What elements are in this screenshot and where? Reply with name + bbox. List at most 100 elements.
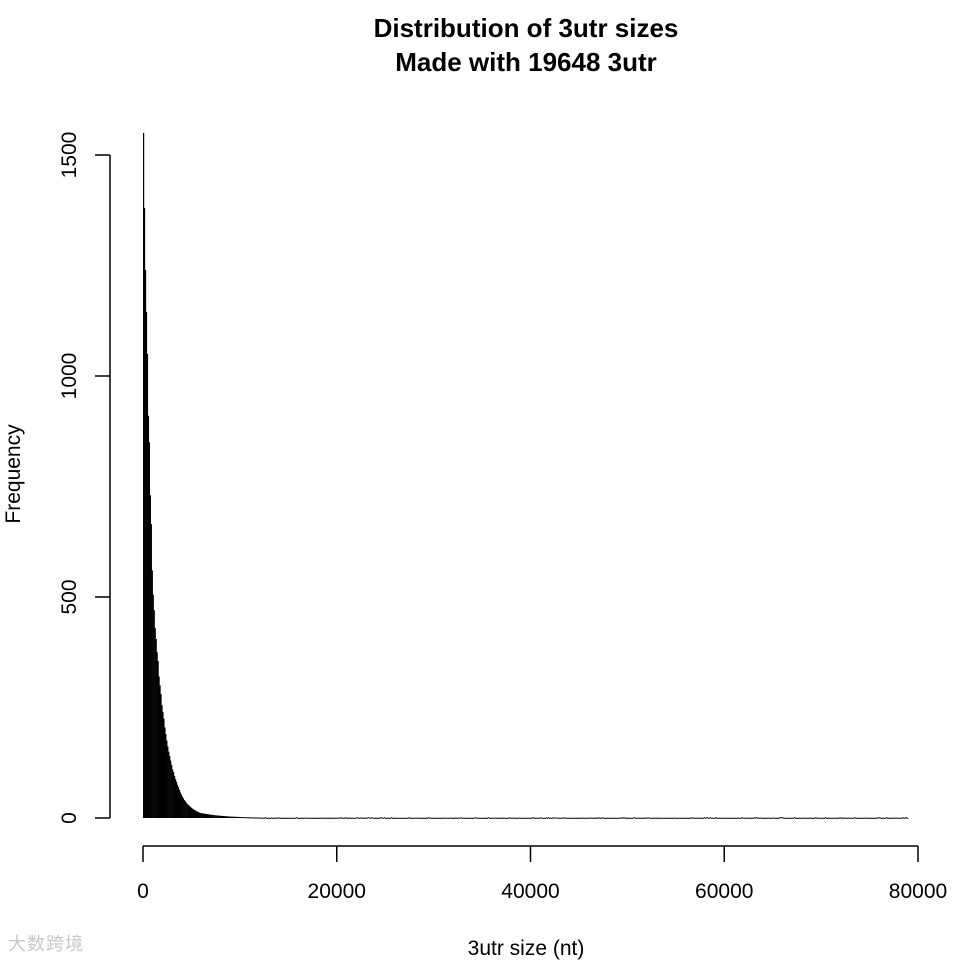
histogram-bar — [166, 740, 168, 818]
histogram-bar — [716, 817, 718, 819]
histogram-bar — [248, 817, 250, 819]
histogram-bar — [411, 817, 413, 819]
histogram-bar — [297, 817, 299, 819]
histogram-bar — [344, 817, 346, 819]
histogram-bar — [713, 817, 715, 819]
histogram-bar — [433, 817, 435, 819]
histogram-bar — [698, 817, 700, 819]
histogram-bar — [817, 817, 819, 819]
histogram-bar — [217, 815, 219, 818]
histogram-bar — [810, 817, 812, 819]
histogram-bar — [791, 817, 793, 819]
histogram-bar — [902, 817, 904, 819]
histogram-bar — [675, 817, 677, 819]
histogram-bar — [329, 817, 331, 819]
histogram-bar — [495, 817, 497, 819]
x-tick-label: 40000 — [501, 880, 559, 903]
histogram-bar — [504, 817, 506, 819]
histogram-bar — [868, 817, 870, 819]
histogram-bar — [177, 787, 180, 818]
histogram-bar — [388, 817, 390, 819]
histogram-bar — [668, 817, 670, 819]
histogram-bar — [682, 817, 684, 819]
histogram-bar — [904, 817, 906, 819]
histogram-bar — [829, 817, 831, 819]
histogram-bar — [314, 817, 316, 819]
histogram-bar — [785, 817, 787, 819]
histogram-bar — [719, 817, 721, 819]
histogram-bar — [182, 798, 184, 818]
histogram-bar — [907, 817, 909, 819]
histogram-bar — [231, 816, 233, 818]
histogram-bar — [387, 817, 389, 819]
histogram-bar — [404, 817, 406, 819]
histogram-bar — [247, 817, 249, 819]
histogram-bar — [551, 817, 553, 819]
histogram-bar — [226, 816, 228, 818]
histogram-bar — [704, 817, 706, 819]
histogram-bar — [422, 817, 424, 819]
histogram-bar — [643, 817, 645, 819]
histogram-bar — [893, 817, 895, 819]
histogram-bar — [693, 817, 695, 819]
histogram-bar — [359, 817, 361, 819]
histogram-bar — [212, 814, 214, 818]
histogram-bar — [480, 817, 482, 819]
histogram-bar — [460, 817, 462, 819]
histogram-bar — [662, 817, 664, 819]
y-axis-label: Frequency — [2, 424, 25, 524]
y-tick-label: 500 — [58, 579, 81, 614]
histogram-bar — [221, 815, 223, 818]
histogram-bar — [148, 442, 151, 818]
histogram-bar — [603, 817, 605, 819]
histogram-bar — [614, 817, 616, 819]
histogram-bar — [688, 817, 690, 819]
histogram-bar — [508, 817, 510, 819]
histogram-bar — [831, 817, 833, 819]
histogram-bar — [549, 817, 551, 819]
histogram-bar — [464, 817, 466, 819]
histogram-bar — [187, 804, 189, 818]
histogram-bar — [353, 817, 355, 819]
histogram-bar — [587, 817, 589, 819]
histogram-bar — [522, 817, 524, 819]
histogram-bar — [201, 813, 203, 818]
histogram-bar — [171, 764, 173, 818]
histogram-bar — [271, 817, 273, 819]
histogram-bar — [803, 817, 805, 819]
histogram-bar — [797, 817, 799, 819]
histogram-bar — [872, 817, 874, 819]
histogram-bar — [545, 817, 547, 819]
histogram-bar — [699, 817, 701, 819]
histogram-bar — [327, 817, 329, 819]
histogram-bar — [234, 816, 236, 818]
histogram-bar — [343, 817, 345, 819]
histogram-bar — [366, 817, 368, 819]
histogram-bar — [493, 817, 495, 819]
histogram-bar — [878, 817, 880, 819]
histogram-bar — [374, 817, 376, 819]
histogram-bar — [873, 817, 875, 819]
histogram-bar — [736, 817, 738, 819]
histogram-bar — [881, 817, 883, 819]
histogram-bar — [733, 817, 736, 819]
histogram-bar — [296, 817, 298, 819]
histogram-bar — [715, 817, 717, 819]
histogram-bar — [526, 817, 528, 819]
histogram-bar — [295, 817, 297, 819]
histogram-bar — [326, 817, 328, 819]
histogram-bar — [407, 817, 409, 819]
histogram-bar — [763, 817, 766, 819]
histogram-bar — [468, 817, 470, 819]
histogram-bar — [362, 817, 365, 819]
histogram-bar — [244, 817, 246, 819]
histogram-bar — [505, 817, 507, 819]
histogram-bar — [184, 801, 186, 818]
histogram-bar — [521, 817, 523, 819]
histogram-bar — [604, 817, 606, 819]
histogram-bar — [273, 817, 275, 819]
histogram-bar — [783, 817, 785, 819]
histogram-bar — [639, 817, 642, 819]
histogram-bar — [301, 817, 303, 819]
histogram-bar — [228, 816, 230, 818]
